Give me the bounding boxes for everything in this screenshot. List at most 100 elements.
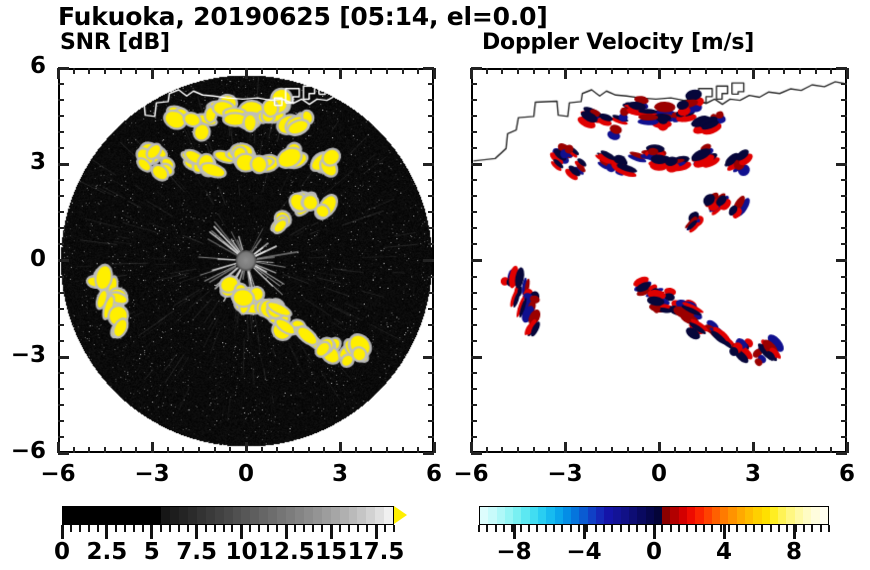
colorbar-minor-tick: [339, 525, 342, 532]
xtick-label-snr-2: 0: [237, 461, 254, 487]
radar-ppi-snr: [60, 70, 432, 451]
colorbar-minor-tick: [267, 525, 270, 532]
colorbar-minor-tick: [711, 525, 714, 532]
colorbar-swatch: [205, 507, 215, 524]
plot-area-snr[interactable]: [58, 68, 434, 453]
colorbar-swatch: [357, 507, 367, 524]
radar-ppi-velocity: [473, 70, 845, 451]
colorbar-major-tick: [284, 525, 288, 539]
colorbar-minor-tick: [611, 525, 614, 532]
colorbar-swatch: [761, 507, 770, 524]
colorbar-swatch: [223, 507, 233, 524]
colorbar-major-tick: [329, 525, 333, 539]
colorbar-minor-tick: [803, 525, 805, 532]
colorbar-minor-tick: [661, 525, 664, 532]
colorbar-minor-tick: [678, 525, 680, 532]
colorbar-minor-tick: [141, 525, 144, 532]
colorbar-swatch: [107, 507, 117, 524]
colorbar-minor-tick: [636, 525, 639, 532]
colorbar-swatch: [187, 507, 197, 524]
colorbar-major-tick: [722, 525, 726, 539]
colorbar-minor-tick: [87, 525, 90, 532]
colorbar-major-tick: [792, 525, 796, 539]
colorbar-major-tick: [105, 525, 109, 539]
velocity-colorbar-label-3: 4: [715, 539, 732, 565]
colorbar-swatch: [286, 507, 295, 524]
colorbar-swatch: [678, 507, 688, 524]
colorbar-minor-tick: [553, 525, 555, 532]
colorbar-swatch: [71, 507, 81, 524]
snr-colorbar-label-4: 10: [225, 539, 258, 565]
xtick-label-snr-3: 3: [331, 461, 348, 487]
xtick-label-vel-1: −3: [547, 461, 583, 487]
colorbar-minor-tick: [276, 525, 279, 532]
colorbar-swatch: [384, 507, 394, 524]
velocity-colorbar-label-0: −8: [496, 539, 532, 565]
colorbar-swatch: [80, 507, 90, 524]
snr-colorbar-gradient: [62, 506, 394, 525]
colorbar-major-tick: [195, 525, 199, 539]
snr-colorbar-label-2: 5: [143, 539, 160, 565]
colorbar-swatch: [695, 507, 704, 524]
colorbar-minor-tick: [366, 525, 369, 532]
colorbar-swatch: [375, 507, 385, 524]
colorbar-minor-tick: [503, 525, 505, 532]
colorbar-swatch: [786, 507, 795, 524]
colorbar-minor-tick: [569, 525, 572, 532]
colorbar-minor-tick: [168, 525, 171, 532]
colorbar-minor-tick: [159, 525, 162, 532]
colorbar-minor-tick: [222, 525, 225, 532]
colorbar-minor-tick: [644, 525, 647, 532]
colorbar-swatch: [802, 507, 812, 524]
colorbar-major-tick: [512, 525, 516, 539]
colorbar-swatch: [546, 507, 555, 524]
velocity-colorbar-label-4: 8: [785, 539, 802, 565]
velocity-colorbar-label-2: 0: [645, 539, 662, 565]
colorbar-swatch: [178, 507, 188, 524]
plot-area-velocity[interactable]: [471, 68, 847, 453]
ytick-label-3: 3: [29, 149, 46, 176]
ytick-label-0: −6: [10, 438, 46, 464]
colorbar-swatch: [653, 507, 663, 524]
xtick-label-snr-0: −6: [40, 461, 76, 487]
colorbar-minor-tick: [96, 525, 99, 532]
colorbar-minor-tick: [384, 525, 387, 532]
colorbar-minor-tick: [828, 525, 830, 532]
xtick-label-snr-4: 6: [425, 461, 442, 487]
colorbar-swatch: [277, 507, 287, 524]
colorbar-minor-tick: [561, 525, 564, 532]
colorbar-swatch: [480, 507, 489, 524]
figure-title: Fukuoka, 20190625 [05:14, el=0.0]: [58, 2, 548, 31]
colorbar-minor-tick: [511, 525, 514, 532]
colorbar-minor-tick: [114, 525, 117, 532]
colorbar-swatch: [312, 507, 322, 524]
colorbar-swatch: [720, 507, 729, 524]
colorbar-minor-tick: [736, 525, 739, 532]
colorbar-swatch: [294, 507, 304, 524]
colorbar-major-tick: [239, 525, 243, 539]
colorbar-swatch: [214, 507, 224, 524]
colorbar-swatch: [769, 507, 779, 524]
colorbar-minor-tick: [123, 525, 126, 532]
colorbar-swatch: [339, 507, 349, 524]
snr-colorbar-label-0: 0: [53, 539, 70, 565]
velocity-colorbar-gradient: [479, 506, 829, 525]
colorbar-minor-tick: [348, 525, 351, 532]
colorbar-swatch: [321, 507, 331, 524]
colorbar-minor-tick: [536, 525, 539, 532]
colorbar-minor-tick: [819, 525, 822, 532]
colorbar-swatch: [645, 507, 654, 524]
colorbar-minor-tick: [578, 525, 580, 532]
colorbar-minor-tick: [544, 525, 547, 532]
colorbar-minor-tick: [321, 525, 324, 532]
snr-colorbar-label-5: 12.5: [257, 539, 315, 565]
colorbar-swatch: [241, 507, 251, 524]
colorbar-minor-tick: [719, 525, 722, 532]
colorbar-swatch: [662, 507, 671, 524]
colorbar-extend-high: [829, 506, 842, 524]
colorbar-swatch: [637, 507, 646, 524]
colorbar-major-tick: [60, 525, 64, 539]
colorbar-swatch: [170, 507, 179, 524]
